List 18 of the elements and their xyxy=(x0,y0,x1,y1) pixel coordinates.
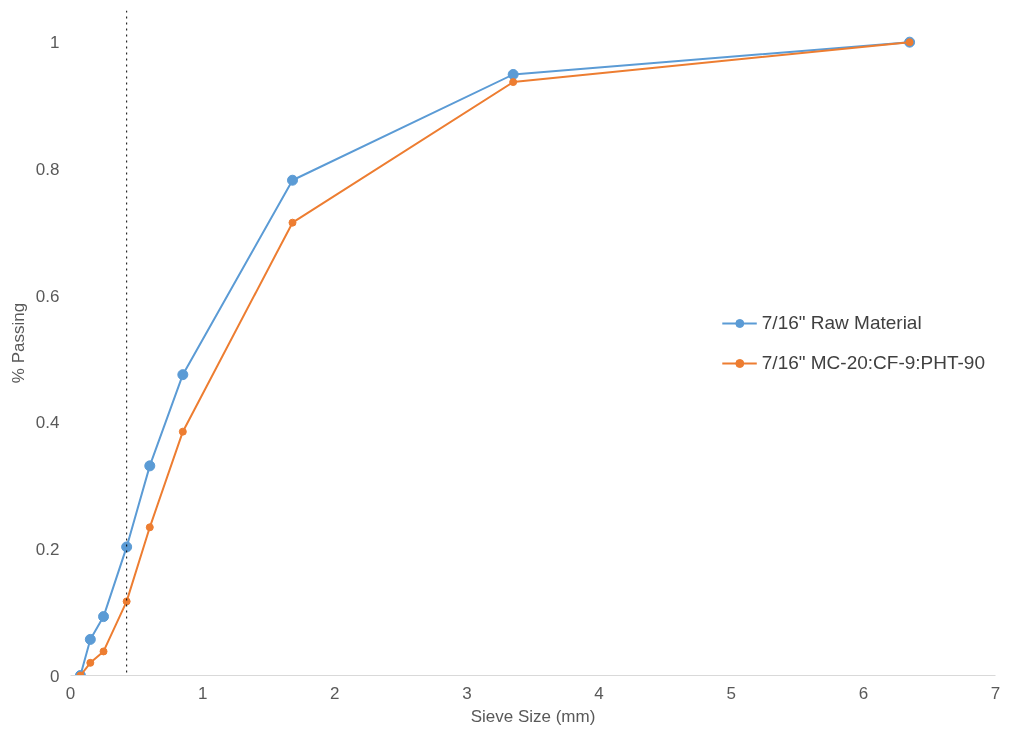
x-tick-label: 4 xyxy=(594,683,604,703)
x-tick-label: 1 xyxy=(197,683,208,703)
legend-label: 7/16" Raw Material xyxy=(761,311,922,334)
y-tick-label: 0.8 xyxy=(35,159,60,179)
y-tick-label: 1 xyxy=(50,33,60,53)
y-tick-label: 0 xyxy=(50,666,60,686)
x-axis-title: Sieve Size (mm) xyxy=(470,706,596,726)
y-axis-title: % Passing xyxy=(8,302,28,384)
x-tick-label: 5 xyxy=(726,683,736,703)
x-tick-label: 0 xyxy=(65,683,76,703)
x-tick-label: 3 xyxy=(462,683,472,703)
legend-label: 7/16" MC-20:CF-9:PHT-90 xyxy=(761,351,985,374)
x-tick-label: 6 xyxy=(858,683,869,703)
x-tick-label: 7 xyxy=(990,683,1001,703)
y-tick-label: 0.2 xyxy=(35,539,60,559)
y-tick-label: 0.4 xyxy=(35,413,60,433)
y-tick-label: 0.6 xyxy=(35,286,60,306)
x-tick-label: 2 xyxy=(330,683,340,703)
